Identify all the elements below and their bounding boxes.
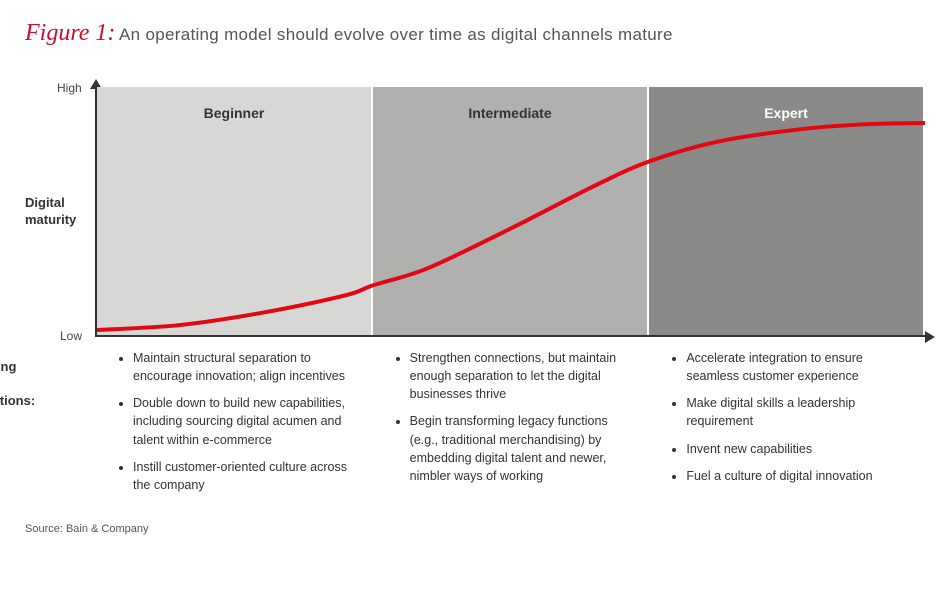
chart-plot-area: Beginner Intermediate Expert bbox=[95, 87, 925, 337]
chart-container: High Low Digital maturity Beginner Inter… bbox=[95, 87, 925, 337]
band-intermediate: Intermediate bbox=[373, 87, 649, 335]
implication-item: Fuel a culture of digital innovation bbox=[686, 467, 907, 485]
implications-col-beginner: Maintain structural separation to encour… bbox=[95, 349, 372, 503]
implication-item: Double down to build new capabilities, i… bbox=[133, 394, 354, 448]
band-expert: Expert bbox=[649, 87, 925, 335]
figure-label: Figure 1: bbox=[25, 20, 115, 46]
implication-item: Accelerate integration to ensure seamles… bbox=[686, 349, 907, 385]
implication-item: Make digital skills a leadership require… bbox=[686, 394, 907, 430]
x-axis-arrow-icon bbox=[925, 331, 935, 343]
implication-item: Instill customer-oriented culture across… bbox=[133, 458, 354, 494]
implications-heading: Operating model implications: bbox=[0, 359, 45, 410]
implication-item: Begin transforming legacy functions (e.g… bbox=[410, 412, 631, 485]
figure-title-block: Figure 1: An operating model should evol… bbox=[25, 20, 925, 47]
implications-col-expert: Accelerate integration to ensure seamles… bbox=[648, 349, 925, 503]
implications-col-intermediate: Strengthen connections, but maintain eno… bbox=[372, 349, 649, 503]
y-axis-low-label: Low bbox=[60, 329, 82, 343]
implication-item: Strengthen connections, but maintain eno… bbox=[410, 349, 631, 403]
band-label-beginner: Beginner bbox=[97, 105, 371, 121]
implication-item: Maintain structural separation to encour… bbox=[133, 349, 354, 385]
figure-caption: An operating model should evolve over ti… bbox=[119, 25, 673, 44]
source-attribution: Source: Bain & Company bbox=[25, 523, 925, 535]
band-label-expert: Expert bbox=[649, 105, 923, 121]
implications-row: Maintain structural separation to encour… bbox=[95, 349, 925, 503]
band-beginner: Beginner bbox=[97, 87, 373, 335]
implication-item: Invent new capabilities bbox=[686, 440, 907, 458]
y-axis-title: Digital maturity bbox=[25, 195, 85, 229]
y-axis-high-label: High bbox=[57, 81, 82, 95]
band-label-intermediate: Intermediate bbox=[373, 105, 647, 121]
